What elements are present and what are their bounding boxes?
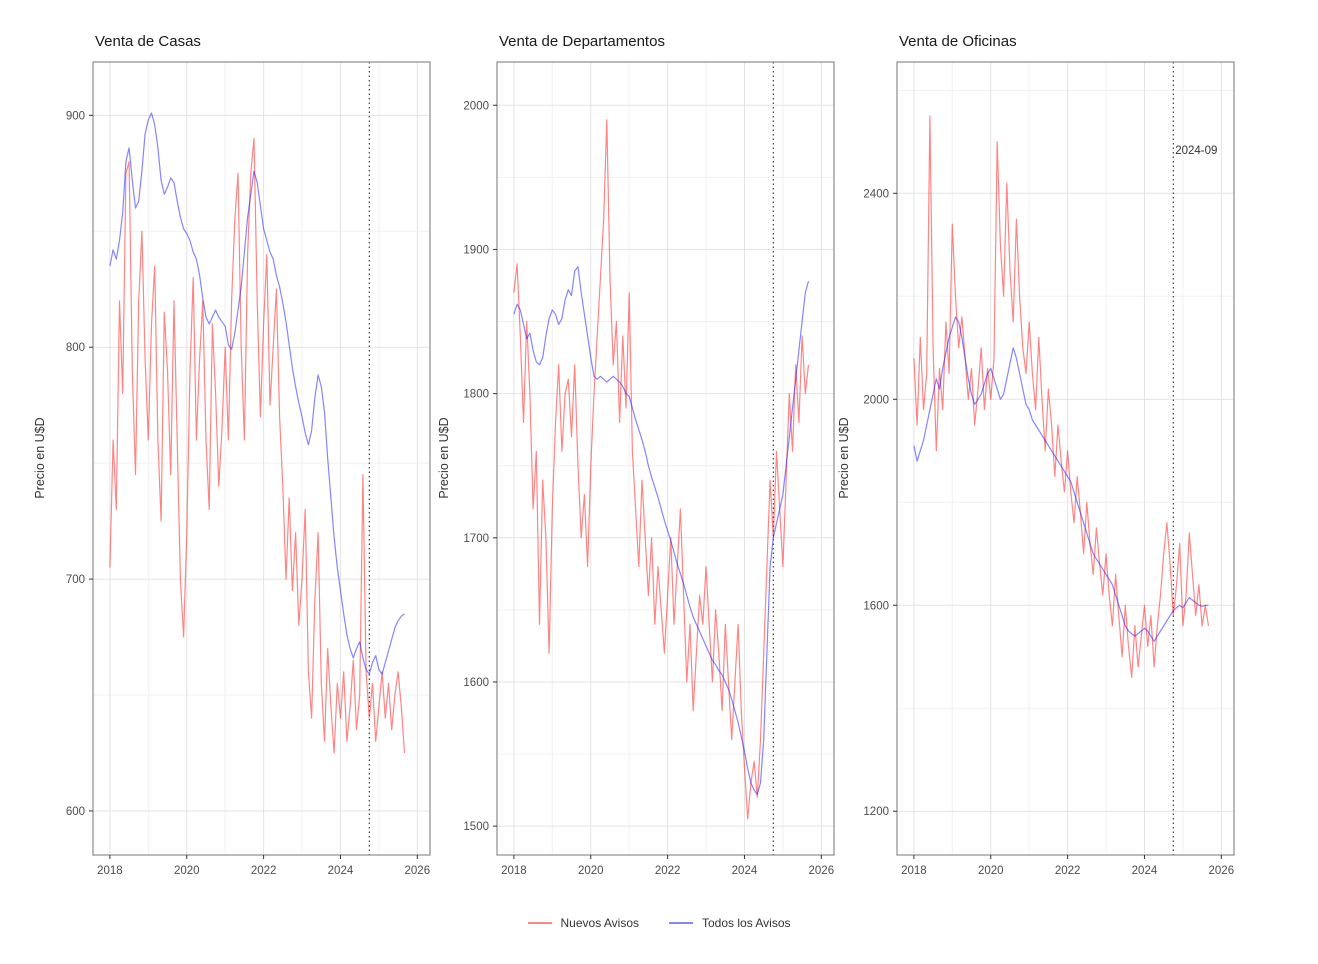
panel-border [896,61,1235,856]
panel-border [92,61,431,856]
facet-panels: 2018 2020 2022 2024 2026 600 700 800 900 2018 2020… [66,61,1235,877]
x-tick-label: 2024 [1132,865,1158,877]
y-tick-label: 2400 [863,188,889,200]
y-axis-label-departamentos: Precio en U$D [437,417,451,498]
x-tick-label: 2018 [501,865,527,877]
facet-0: 2018 2020 2022 2024 2026 600 700 800 900 [66,61,431,877]
facet-2: 2018 2020 2022 2024 2026 1200 1600 2000 2400 2024… [863,61,1235,877]
x-tick-label: 2020 [578,865,604,877]
legend-item-todos-los-avisos: Todos los Avisos [669,916,791,930]
legend: Nuevos Avisos Todos los Avisos [0,916,1318,930]
x-tick-label: 2022 [655,865,681,877]
series-line-nuevos-avisos [913,115,1210,678]
y-tick-label: 600 [66,806,85,818]
legend-line-swatch-red [527,922,552,924]
chart-title-venta-de-departamentos: Venta de Departamentos [499,33,665,50]
x-tick-label: 2018 [901,865,927,877]
y-tick-label: 2000 [463,100,489,112]
x-tick-label: 2022 [251,865,277,877]
series-line-todos-los-avisos [913,316,1209,642]
series-line-todos-los-avisos [513,266,810,796]
panel-border [496,61,835,856]
legend-label: Nuevos Avisos [560,916,640,930]
y-tick-label: 1700 [463,533,489,545]
x-tick-label: 2018 [97,865,123,877]
y-tick-label: 900 [66,110,85,122]
legend-line-swatch-blue [669,922,693,924]
series-line-nuevos-avisos [109,137,406,754]
y-tick-label: 1800 [463,389,489,401]
legend-item-nuevos-avisos: Nuevos Avisos [527,916,640,930]
y-tick-label: 700 [66,574,85,586]
chart-title-venta-de-casas: Venta de Casas [95,33,201,50]
panel-background [93,62,430,855]
x-tick-label: 2022 [1055,865,1081,877]
x-tick-label: 2026 [1209,865,1235,877]
y-tick-label: 800 [66,342,85,354]
y-tick-label: 1500 [463,821,489,833]
facet-1: 2018 2020 2022 2024 2026 1500 1600 1700 1800 1900… [463,61,835,877]
x-tick-label: 2026 [405,865,431,877]
chart-title-venta-de-oficinas: Venta de Oficinas [899,33,1017,50]
y-tick-label: 1900 [463,244,489,256]
y-tick-label: 1600 [463,677,489,689]
y-axis-label-casas: Precio en U$D [33,417,47,498]
y-axis-label-oficinas: Precio en U$D [837,417,851,498]
series-line-nuevos-avisos [513,119,810,820]
vline-annotation: 2024-09 [1175,145,1217,157]
x-tick-label: 2026 [809,865,835,877]
series-line-todos-los-avisos [109,112,405,675]
y-tick-label: 2000 [863,394,889,406]
panel-background [497,62,834,855]
y-tick-label: 1600 [863,600,889,612]
x-tick-label: 2020 [174,865,200,877]
x-tick-label: 2020 [978,865,1004,877]
legend-label: Todos los Avisos [702,916,791,930]
panel-background [897,62,1234,855]
y-tick-label: 1200 [863,806,889,818]
x-tick-label: 2024 [328,865,354,877]
x-tick-label: 2024 [732,865,758,877]
